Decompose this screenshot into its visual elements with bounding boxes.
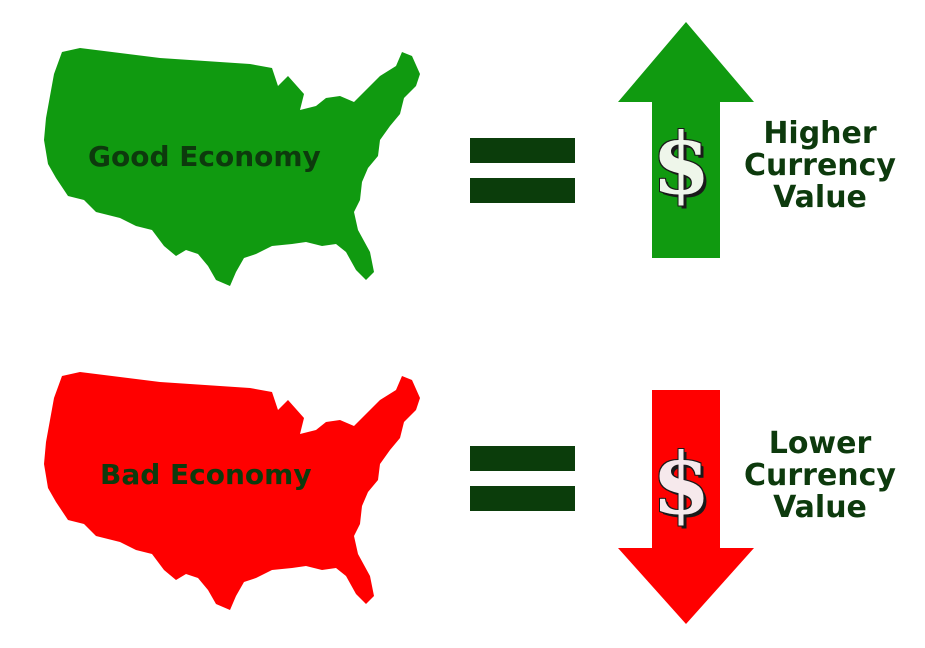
equals-sign — [470, 138, 575, 203]
equals-bar-bottom — [470, 178, 575, 203]
result-line-2: Currency — [743, 458, 896, 493]
usa-map-icon — [44, 48, 420, 286]
result-line-1: Higher — [763, 116, 877, 151]
bad-economy-row: Bad Economy $ Lower Currency Value — [0, 324, 925, 648]
result-line-2: Currency — [743, 148, 896, 183]
dollar-sign-icon: $ — [652, 434, 711, 533]
higher-currency-value-text: Higher Currency Value — [735, 118, 905, 214]
usa-map-good — [40, 40, 430, 310]
lower-currency-value-text: Lower Currency Value — [735, 428, 905, 524]
arrow-up-icon — [618, 22, 754, 258]
usa-map-icon — [44, 372, 420, 610]
result-line-3: Value — [773, 180, 867, 215]
dollar-sign-icon: $ — [652, 114, 711, 213]
good-economy-label: Good Economy — [88, 140, 321, 173]
bad-economy-label: Bad Economy — [100, 458, 312, 491]
good-economy-row: Good Economy $ Higher Currency Value — [40, 22, 905, 310]
usa-map-bad — [40, 364, 430, 634]
equals-bar-top — [470, 446, 575, 471]
result-line-1: Lower — [768, 426, 872, 461]
arrow-down-icon — [618, 390, 754, 624]
equals-sign — [470, 446, 575, 511]
result-line-3: Value — [773, 490, 867, 525]
equals-bar-bottom — [470, 486, 575, 511]
equals-bar-top — [470, 138, 575, 163]
